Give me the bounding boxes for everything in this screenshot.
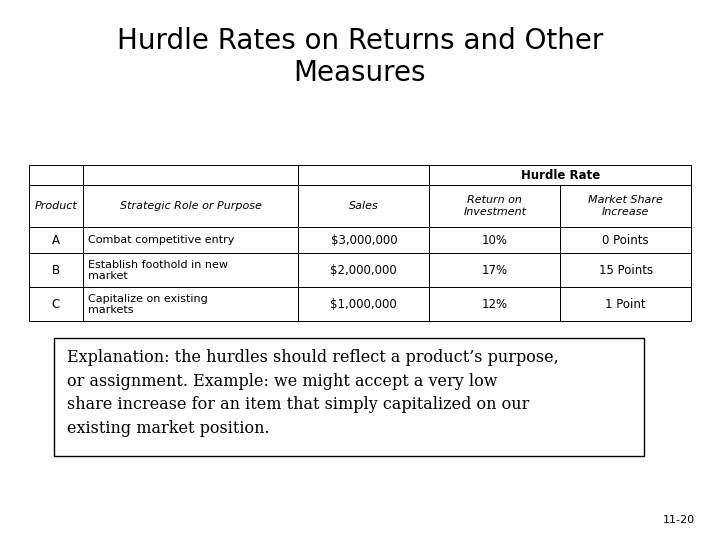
- Bar: [429, 227, 560, 253]
- Text: A: A: [52, 234, 60, 247]
- Text: Establish foothold in new
market: Establish foothold in new market: [89, 260, 228, 281]
- Text: $2,000,000: $2,000,000: [330, 264, 397, 277]
- Bar: [429, 287, 560, 321]
- Bar: [298, 253, 429, 287]
- Bar: [29, 227, 83, 253]
- Bar: [560, 185, 691, 227]
- Text: 11-20: 11-20: [662, 515, 695, 525]
- Bar: [429, 165, 691, 185]
- Text: B: B: [52, 264, 60, 277]
- Text: Strategic Role or Purpose: Strategic Role or Purpose: [120, 201, 261, 211]
- Bar: [560, 253, 691, 287]
- Text: $3,000,000: $3,000,000: [330, 234, 397, 247]
- Text: Explanation: the hurdles should reflect a product’s purpose,
or assignment. Exam: Explanation: the hurdles should reflect …: [67, 349, 559, 437]
- Bar: [560, 287, 691, 321]
- Bar: [83, 253, 298, 287]
- Text: Capitalize on existing
markets: Capitalize on existing markets: [89, 294, 208, 315]
- Bar: [298, 287, 429, 321]
- Bar: [29, 253, 83, 287]
- Text: C: C: [52, 298, 60, 311]
- Bar: [429, 185, 560, 227]
- Text: Return on
Investment: Return on Investment: [463, 195, 526, 217]
- Text: 12%: 12%: [482, 298, 508, 311]
- Bar: [560, 227, 691, 253]
- Text: 17%: 17%: [482, 264, 508, 277]
- Bar: [298, 165, 429, 185]
- Bar: [298, 227, 429, 253]
- Bar: [54, 338, 644, 456]
- Text: Sales: Sales: [349, 201, 379, 211]
- Text: 10%: 10%: [482, 234, 508, 247]
- Text: 15 Points: 15 Points: [598, 264, 653, 277]
- Bar: [83, 287, 298, 321]
- Text: $1,000,000: $1,000,000: [330, 298, 397, 311]
- Bar: [429, 253, 560, 287]
- Bar: [29, 185, 83, 227]
- Text: 1 Point: 1 Point: [606, 298, 646, 311]
- Text: Hurdle Rate: Hurdle Rate: [521, 168, 600, 181]
- Bar: [83, 227, 298, 253]
- Bar: [298, 185, 429, 227]
- Text: Product: Product: [35, 201, 77, 211]
- Text: Market Share
Increase: Market Share Increase: [588, 195, 663, 217]
- Bar: [83, 185, 298, 227]
- Bar: [83, 165, 298, 185]
- Text: Combat competitive entry: Combat competitive entry: [89, 235, 235, 245]
- Bar: [29, 165, 83, 185]
- Text: 0 Points: 0 Points: [603, 234, 649, 247]
- Text: Hurdle Rates on Returns and Other
Measures: Hurdle Rates on Returns and Other Measur…: [117, 27, 603, 87]
- Bar: [29, 287, 83, 321]
